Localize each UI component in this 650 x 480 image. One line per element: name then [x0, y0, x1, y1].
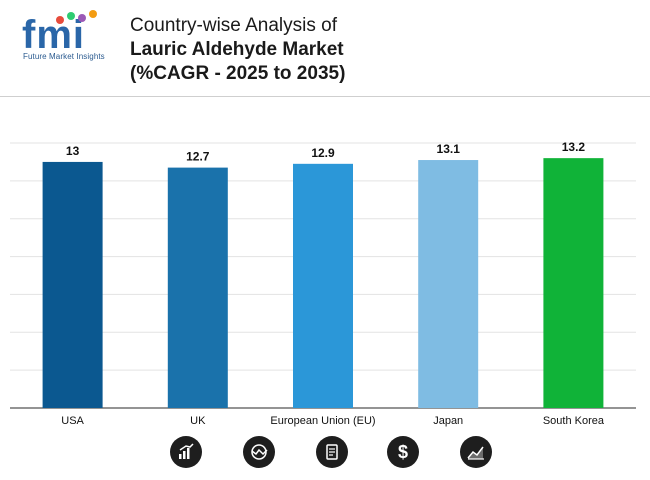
dollar-icon: $ [387, 436, 419, 468]
logo-wordmark: fmi [22, 13, 85, 52]
title-line-1: Country-wise Analysis of [130, 15, 337, 36]
bar-chart: 13 USA 12.7 UK 12.9 European Union (EU) 13.1 Ja… [0, 100, 650, 430]
x-tick-label: UK [190, 415, 206, 427]
footer-icons: $ [0, 434, 650, 474]
logo-dot-purple [78, 14, 86, 22]
document-icon [316, 436, 348, 468]
x-tick-label: European Union (EU) [270, 415, 375, 427]
globe-chart-icon [243, 436, 275, 468]
bar-usa [42, 161, 103, 408]
chart-title: Country-wise Analysis of Lauric Aldehyde… [130, 14, 550, 86]
x-tick-label: South Korea [543, 415, 605, 427]
bar-chart-icon [170, 436, 202, 468]
data-label: 13.1 [437, 142, 461, 156]
bar-uk [167, 167, 228, 408]
trend-chart-icon [460, 436, 492, 468]
title-line-2: Lauric Aldehyde Market [130, 39, 344, 60]
bar-chart-svg: 13 USA 12.7 UK 12.9 European Union (EU) 13.1 Ja… [10, 140, 636, 427]
bar-japan [418, 160, 479, 408]
header: fmi Future Market Insights Country-wise … [0, 0, 650, 96]
x-tick-label: USA [61, 415, 84, 427]
data-label: 12.9 [311, 146, 335, 160]
logo-dot-orange [89, 10, 97, 18]
bar-european-union-eu [293, 163, 353, 408]
data-label: 12.7 [186, 150, 210, 164]
svg-text:$: $ [398, 442, 408, 462]
fmi-logo: fmi Future Market Insights [20, 10, 116, 74]
data-label: 13.2 [562, 140, 586, 154]
logo-dot-red [56, 16, 64, 24]
logo-tagline: Future Market Insights [23, 52, 105, 61]
x-tick-label: Japan [433, 415, 463, 427]
header-divider [0, 96, 650, 97]
bar-south-korea [543, 158, 604, 408]
logo-dot-green [67, 12, 75, 20]
data-label: 13 [66, 144, 80, 158]
title-line-3: (%CAGR - 2025 to 2035) [130, 63, 346, 84]
fmi-logo-mark: fmi [22, 10, 97, 52]
